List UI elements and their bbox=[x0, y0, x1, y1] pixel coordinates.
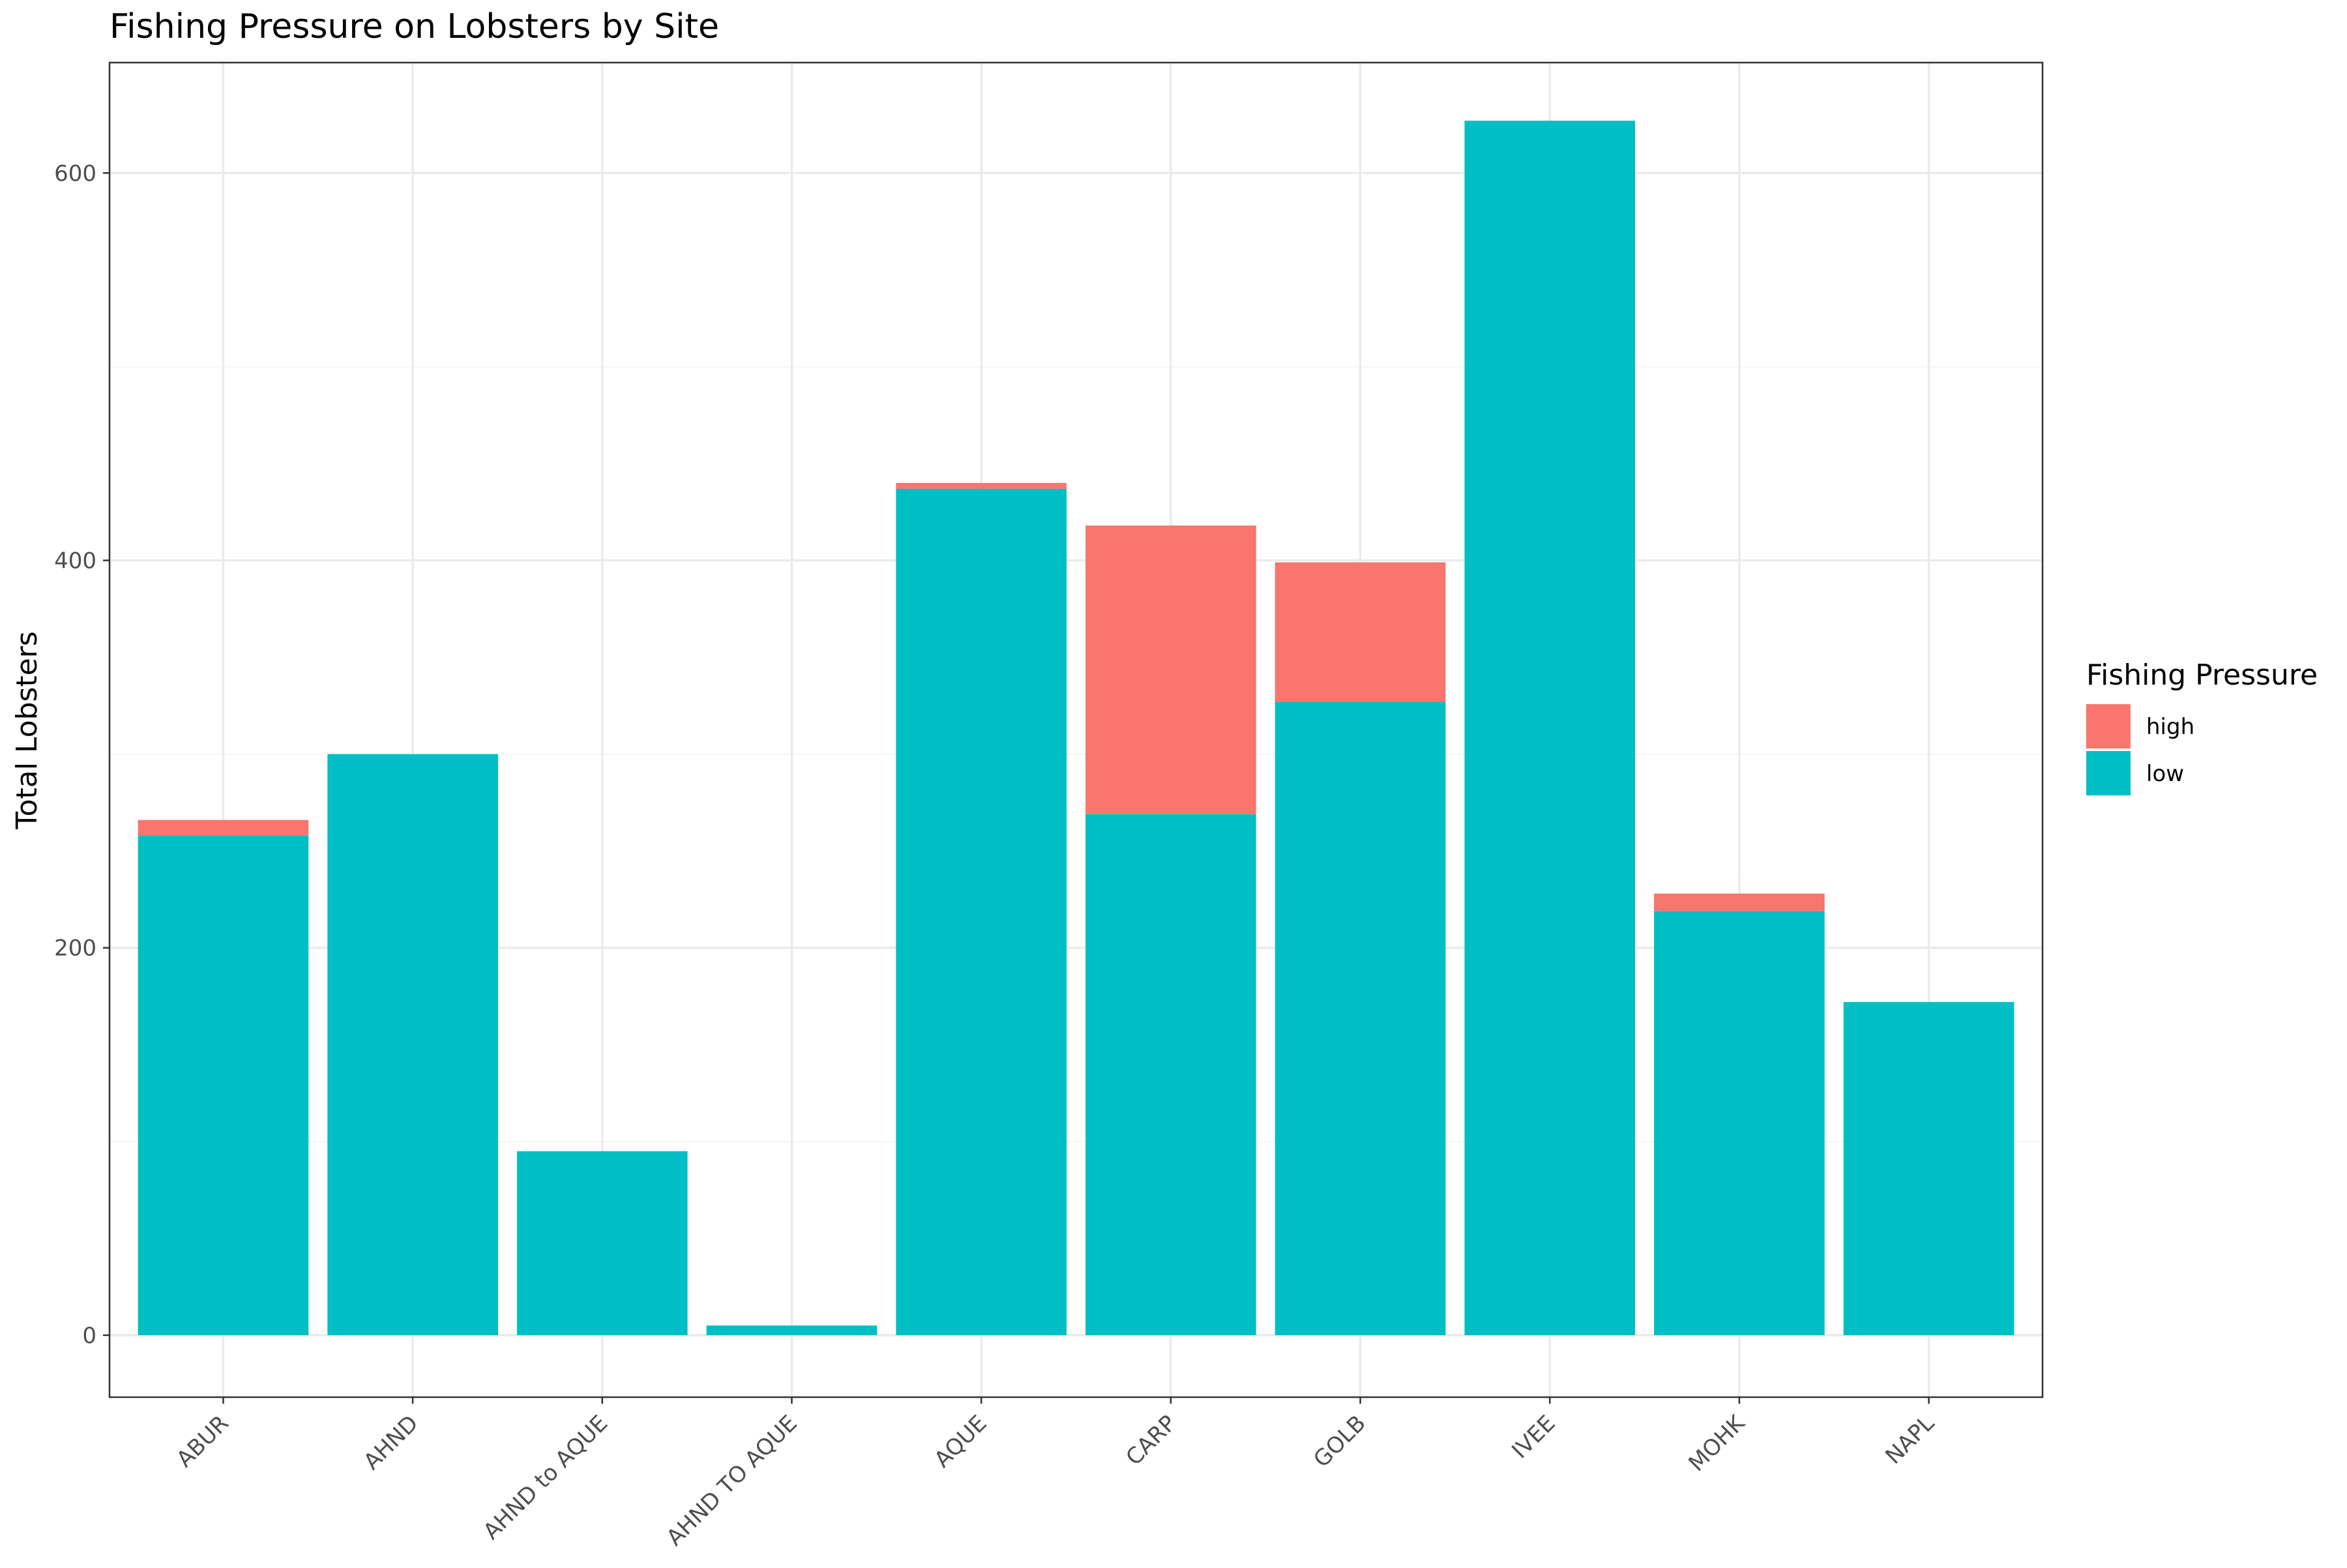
y-axis-tick-labels: 0 200 400 600 bbox=[54, 160, 96, 1349]
legend: Fishing Pressure high low bbox=[2086, 658, 2318, 795]
legend-title: Fishing Pressure bbox=[2086, 658, 2318, 692]
bar-low-mohk bbox=[1654, 911, 1825, 1335]
bar-high-mohk bbox=[1654, 893, 1825, 911]
panel-border bbox=[108, 61, 2044, 1398]
bar-low-ahnd bbox=[327, 754, 498, 1335]
legend-label-low: low bbox=[2146, 761, 2184, 787]
bar-low-carp bbox=[1085, 814, 1256, 1335]
bar-low-ivee bbox=[1464, 121, 1636, 1335]
legend-key-low bbox=[2086, 751, 2131, 795]
legend-items: high low bbox=[2086, 704, 2194, 795]
bar-low-golb bbox=[1275, 702, 1446, 1335]
legend-key-high bbox=[2086, 704, 2131, 748]
axis-ticks bbox=[103, 172, 1930, 1404]
y-tick-label: 0 bbox=[82, 1323, 96, 1349]
bar-high-carp bbox=[1085, 525, 1256, 814]
bar-high-golb bbox=[1275, 562, 1446, 702]
y-tick-label: 400 bbox=[54, 548, 96, 574]
legend-label-high: high bbox=[2146, 714, 2194, 740]
bars bbox=[138, 121, 2015, 1335]
chart-title: Fishing Pressure on Lobsters by Site bbox=[110, 7, 719, 46]
y-tick-label: 600 bbox=[54, 160, 96, 186]
bar-low-ahnd-to-aque bbox=[706, 1325, 878, 1335]
bar-low-napl bbox=[1843, 1001, 2015, 1335]
bar-high-aque bbox=[896, 482, 1067, 489]
bar-low-ahnd-to-aque bbox=[516, 1151, 688, 1335]
bar-low-aque bbox=[896, 488, 1067, 1335]
y-tick-label: 200 bbox=[54, 936, 96, 962]
bar-high-abur bbox=[138, 820, 309, 836]
bar-low-abur bbox=[138, 835, 309, 1335]
y-axis-title: Total Lobsters bbox=[10, 631, 44, 830]
